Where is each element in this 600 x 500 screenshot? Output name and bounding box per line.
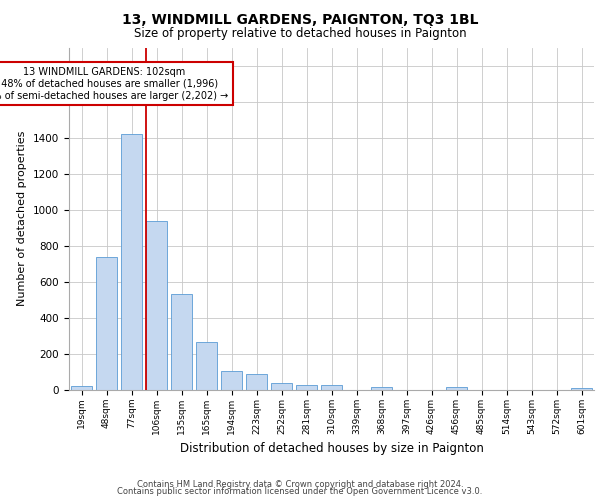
Bar	[246, 374, 267, 390]
Bar	[321, 385, 342, 390]
Text: Contains public sector information licensed under the Open Government Licence v3: Contains public sector information licen…	[118, 488, 482, 496]
Bar	[171, 294, 192, 390]
Bar	[96, 256, 117, 390]
Bar	[296, 385, 317, 390]
Bar	[146, 222, 167, 390]
Bar	[196, 342, 217, 390]
Bar	[446, 388, 467, 390]
Text: Size of property relative to detached houses in Paignton: Size of property relative to detached ho…	[134, 28, 466, 40]
Bar	[371, 388, 392, 390]
Bar	[71, 386, 92, 390]
Text: Contains HM Land Registry data © Crown copyright and database right 2024.: Contains HM Land Registry data © Crown c…	[137, 480, 463, 489]
Bar	[221, 371, 242, 390]
Y-axis label: Number of detached properties: Number of detached properties	[17, 131, 28, 306]
Text: 13, WINDMILL GARDENS, PAIGNTON, TQ3 1BL: 13, WINDMILL GARDENS, PAIGNTON, TQ3 1BL	[122, 12, 478, 26]
Bar	[571, 388, 592, 390]
X-axis label: Distribution of detached houses by size in Paignton: Distribution of detached houses by size …	[179, 442, 484, 456]
Text: 13 WINDMILL GARDENS: 102sqm
← 48% of detached houses are smaller (1,996)
52% of : 13 WINDMILL GARDENS: 102sqm ← 48% of det…	[0, 68, 228, 100]
Bar	[271, 383, 292, 390]
Bar	[121, 134, 142, 390]
